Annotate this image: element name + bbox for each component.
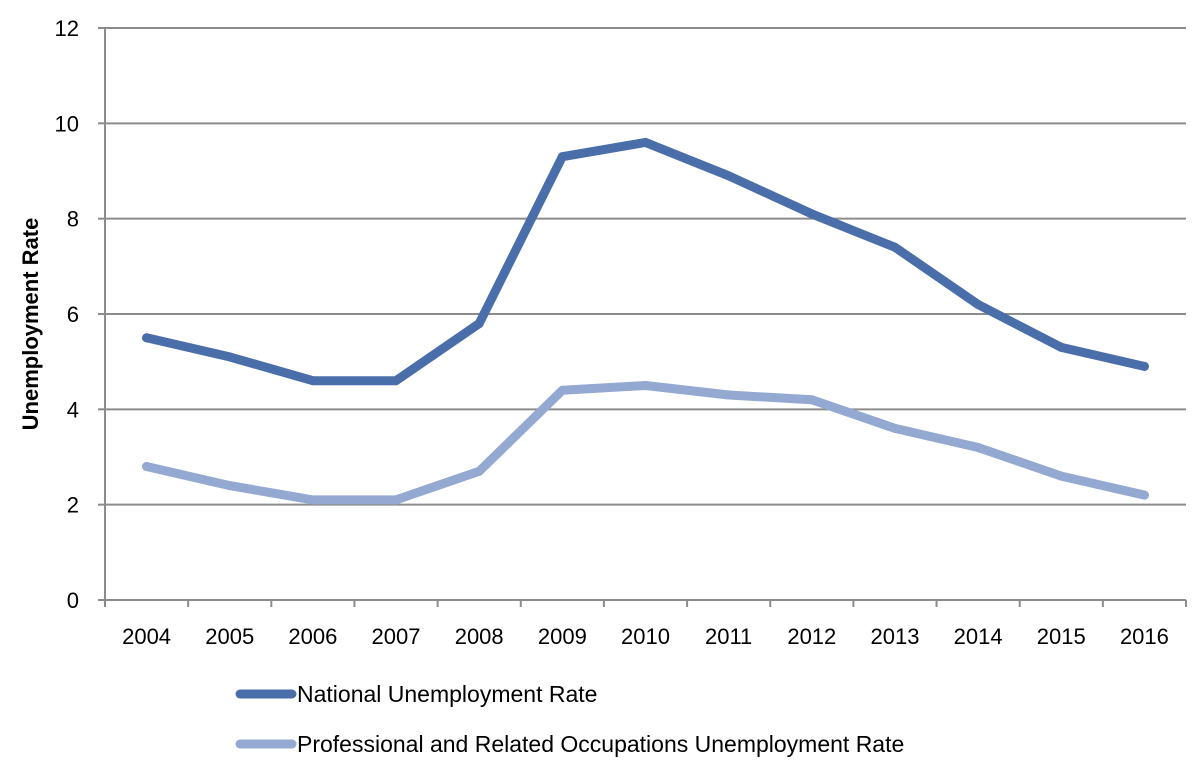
data-point: [1139, 361, 1149, 371]
y-tick-label: 10: [55, 111, 79, 136]
y-tick-label: 2: [67, 493, 79, 518]
data-point: [890, 423, 900, 433]
x-tick-label: 2009: [538, 624, 587, 649]
data-point: [807, 209, 817, 219]
x-tick-label: 2014: [954, 624, 1003, 649]
x-tick-label: 2006: [288, 624, 337, 649]
x-tick-label: 2011: [705, 624, 752, 649]
data-point: [142, 333, 152, 343]
legend-label: Professional and Related Occupations Une…: [297, 731, 904, 757]
data-point: [557, 152, 567, 162]
data-point: [973, 299, 983, 309]
x-tick-label: 2008: [455, 624, 504, 649]
x-tick-label: 2013: [870, 624, 919, 649]
series-line-0: [142, 137, 1149, 386]
y-tick-label: 0: [67, 588, 79, 613]
x-tick-label: 2012: [787, 624, 836, 649]
data-point: [724, 390, 734, 400]
y-tick-label: 8: [67, 207, 79, 232]
data-point: [724, 171, 734, 181]
x-tick-label: 2010: [621, 624, 670, 649]
data-point: [225, 481, 235, 491]
data-point: [308, 376, 318, 386]
data-point: [391, 495, 401, 505]
legend-label: National Unemployment Rate: [297, 681, 597, 707]
data-point: [807, 395, 817, 405]
series-lines: [142, 137, 1149, 505]
data-point: [474, 466, 484, 476]
y-tick-label: 6: [67, 302, 79, 327]
y-tick-label: 12: [55, 16, 79, 41]
series-line-1: [142, 381, 1149, 505]
data-point: [225, 352, 235, 362]
x-tick-label: 2016: [1120, 624, 1169, 649]
gridlines: [105, 27, 1186, 506]
data-point: [641, 137, 650, 147]
data-point: [474, 319, 484, 329]
y-tick-label: 4: [67, 397, 79, 422]
x-tick-label: 2015: [1037, 624, 1086, 649]
data-point: [1056, 342, 1066, 352]
data-point: [308, 495, 318, 505]
legend: National Unemployment Rate Professional a…: [235, 681, 904, 757]
axes: 0 2 4 6 8 10 12 2004 2005 2006 2007 2008 2009 2010 201…: [18, 16, 1187, 649]
x-tick-label: 2004: [122, 624, 171, 649]
data-point: [890, 242, 900, 252]
data-point: [1056, 471, 1066, 481]
x-tick-label: 2005: [205, 624, 254, 649]
data-point: [142, 462, 152, 472]
data-point: [391, 376, 401, 386]
data-point: [641, 381, 650, 390]
data-point: [1139, 490, 1149, 500]
x-tick-label: 2007: [372, 624, 421, 649]
y-axis-title: Unemployment Rate: [18, 218, 43, 431]
data-point: [557, 385, 567, 395]
data-point: [973, 442, 983, 452]
